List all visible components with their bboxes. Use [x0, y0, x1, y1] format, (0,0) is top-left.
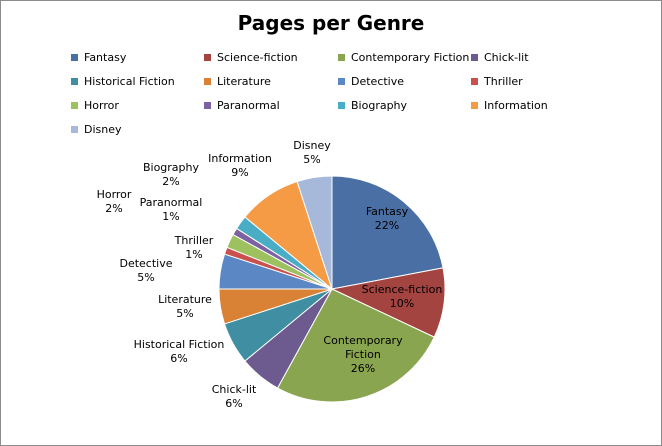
legend-label: Chick-lit: [484, 51, 529, 64]
legend-item: Historical Fiction: [71, 75, 175, 88]
data-label: Biography 2%: [143, 161, 200, 188]
legend-item: Detective: [338, 75, 404, 88]
pie-slice-science-fiction: [330, 267, 446, 338]
legend-label: Science-fiction: [217, 51, 298, 64]
legend-item: Chick-lit: [471, 51, 529, 64]
legend-swatch: [71, 78, 78, 85]
legend-swatch: [338, 102, 345, 109]
legend-swatch: [338, 78, 345, 85]
data-label: Thriller 1%: [174, 234, 214, 261]
legend-label: Information: [484, 99, 548, 112]
legend-swatch: [71, 126, 78, 133]
legend-item: Literature: [204, 75, 271, 88]
legend-item: Information: [471, 99, 548, 112]
legend-item: Disney: [71, 123, 122, 136]
pie-slice-disney: [296, 175, 333, 290]
data-label: Literature 5%: [158, 293, 212, 320]
data-label: Paranormal 1%: [140, 196, 203, 223]
data-label: Disney 5%: [293, 139, 331, 166]
legend-label: Detective: [351, 75, 405, 88]
legend-swatch: [204, 78, 211, 85]
data-label: Horror 2%: [97, 188, 132, 215]
legend-label: Horror: [84, 99, 119, 112]
legend-swatch: [338, 54, 345, 61]
legend-item: Paranormal: [204, 99, 280, 112]
legend-swatch: [204, 54, 211, 61]
legend-label: Contemporary Fiction: [351, 51, 470, 64]
legend-item: Thriller: [471, 75, 523, 88]
data-label: Historical Fiction 6%: [134, 338, 225, 365]
legend-label: Paranormal: [217, 99, 280, 112]
legend-swatch: [471, 102, 478, 109]
data-label: Contemporary Fiction 26%: [323, 334, 403, 375]
legend-label: Fantasy: [84, 51, 127, 64]
legend-label: Historical Fiction: [84, 75, 175, 88]
data-label: Chick-lit 6%: [212, 383, 257, 410]
data-label: Detective 5%: [119, 257, 172, 284]
legend-label: Biography: [351, 99, 408, 112]
legend-item: Horror: [71, 99, 119, 112]
legend-swatch: [471, 54, 478, 61]
legend-swatch: [71, 102, 78, 109]
data-label: Science-fiction 10%: [362, 283, 443, 310]
legend-label: Literature: [217, 75, 271, 88]
legend-swatch: [471, 78, 478, 85]
pie-slice-fantasy: [331, 175, 444, 290]
data-label: Information 9%: [208, 152, 272, 179]
legend-item: Biography: [338, 99, 407, 112]
chart-title: Pages per Genre: [237, 11, 425, 35]
legend-label: Thriller: [484, 75, 523, 88]
legend: Fantasy Science-fiction Contemporary Ficti…: [1, 1, 661, 151]
data-label: Fantasy 22%: [366, 205, 409, 232]
legend-swatch: [71, 54, 78, 61]
legend-swatch: [204, 102, 211, 109]
legend-item: Fantasy: [71, 51, 126, 64]
legend-label: Disney: [84, 123, 122, 136]
legend-item: Science-fiction: [204, 51, 298, 64]
legend-item: Contemporary Fiction: [338, 51, 469, 64]
